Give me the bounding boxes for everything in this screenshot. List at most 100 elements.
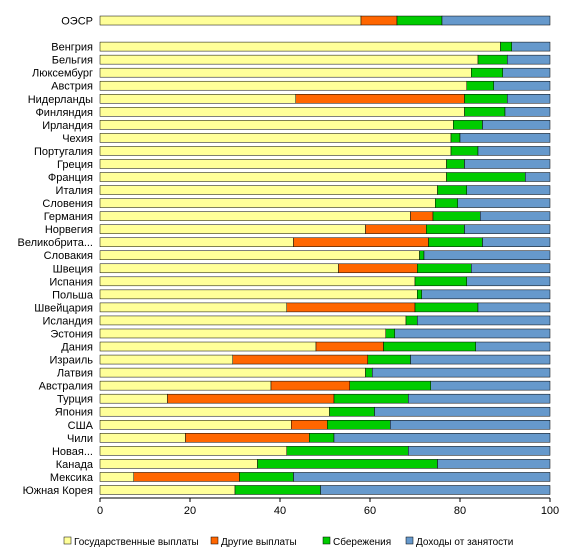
category-labels: ОЭСР ВенгрияБельгияЛюксембургАвстрияНидер… <box>18 16 94 497</box>
bar-segment <box>99 380 272 391</box>
category-label: США <box>68 420 94 432</box>
bar-segment <box>99 133 452 143</box>
bar-segment <box>466 185 551 195</box>
bar-segment <box>99 224 366 234</box>
bar-segment <box>437 459 551 469</box>
bar-segment <box>507 94 551 104</box>
legend-item: Государственные выплаты <box>63 536 199 548</box>
bar-segment <box>464 107 506 117</box>
legend-item: Доходы от занятости <box>405 536 513 548</box>
bar-segment <box>99 185 438 195</box>
bar-segment <box>466 276 551 287</box>
legend-swatch <box>210 536 219 545</box>
bar-segment <box>99 263 339 274</box>
bar-segment <box>414 302 479 313</box>
bar-segment <box>99 120 454 130</box>
legend-swatch <box>322 536 331 545</box>
bar-segment <box>502 67 551 78</box>
bar-segment <box>291 420 328 430</box>
category-label: Латвия <box>57 368 93 380</box>
category-label: Израиль <box>50 355 94 367</box>
bar-segment <box>99 406 330 417</box>
bar-segment <box>482 237 551 247</box>
category-label: Словения <box>42 198 93 210</box>
category-label: Южная Корея <box>23 485 93 497</box>
category-label: Чехия <box>62 133 93 145</box>
bar-segment <box>234 485 321 495</box>
bar-segment <box>315 341 384 352</box>
category-label: Польша <box>52 289 94 301</box>
bar-segment <box>99 420 292 430</box>
legend-item: Другие выплаты <box>210 536 297 548</box>
category-label: Бельгия <box>52 55 93 67</box>
bar-segment <box>99 485 236 495</box>
bar-segment <box>450 133 461 143</box>
bar-segment <box>349 380 431 391</box>
bar-segment <box>367 354 411 365</box>
bar-segment <box>408 446 551 456</box>
bar-segment <box>417 315 551 326</box>
bar-segment <box>417 263 472 274</box>
bar-segment <box>390 420 551 430</box>
bar-segment <box>457 198 551 208</box>
bar-segment <box>453 120 483 130</box>
bar-segment <box>99 80 467 91</box>
bar-segment <box>464 224 551 234</box>
category-label: Ирландия <box>42 120 93 132</box>
legend-swatch <box>63 536 72 545</box>
bar-segment <box>504 107 551 117</box>
bar-segment <box>286 302 416 313</box>
bar-segment <box>99 302 287 313</box>
bar-segment <box>414 276 467 287</box>
x-tick-label: 0 <box>97 505 103 517</box>
bar-segment <box>338 263 418 274</box>
bar-segment <box>257 459 438 469</box>
bar-segment <box>477 146 551 156</box>
legend-label: Сбережения <box>333 536 391 548</box>
bar-segment <box>410 354 551 365</box>
bar-segment <box>417 289 422 300</box>
bar-segment <box>450 146 479 156</box>
legend-label: Другие выплаты <box>221 537 297 548</box>
bar-segment <box>475 341 551 352</box>
legend: Государственные выплаты Другие выплаты Сбе… <box>63 536 513 548</box>
category-label: Испания <box>49 276 93 288</box>
bar-segment <box>99 41 501 52</box>
bar-segment <box>441 15 551 26</box>
legend-label: Государственные выплаты <box>74 537 199 548</box>
bar-segment <box>99 341 317 352</box>
bar-segment <box>374 406 551 417</box>
bar-segment <box>419 250 425 260</box>
bar-segment <box>365 367 373 378</box>
bar-segment <box>295 94 465 104</box>
category-label: Исландия <box>42 315 93 327</box>
bar-segment <box>99 159 447 169</box>
bar-segment <box>372 367 551 378</box>
category-label: Турция <box>57 394 93 406</box>
bar-segment <box>293 237 429 247</box>
bar-segment <box>466 80 494 91</box>
bar-segment <box>410 211 434 221</box>
x-tick-label: 20 <box>184 505 196 517</box>
bar-segment <box>133 472 240 482</box>
bar-segment <box>500 41 512 52</box>
bar-segment <box>99 433 186 443</box>
bar-segment <box>99 367 366 378</box>
bar-segment <box>99 354 233 365</box>
x-tick-label: 100 <box>541 505 559 517</box>
bar-segment <box>396 15 443 26</box>
bar-segment <box>185 433 310 443</box>
bar-segment <box>99 250 420 260</box>
x-axis: 0 20 40 60 80 100 <box>97 497 559 517</box>
bar-segment <box>493 80 551 91</box>
bar-segment <box>99 107 465 117</box>
x-tick-label: 60 <box>364 505 376 517</box>
bar-segment <box>430 380 551 391</box>
legend-label: Доходы от занятости <box>416 537 513 548</box>
bar-segment <box>471 263 551 274</box>
category-label: Нидерланды <box>28 94 93 106</box>
bar-segment <box>99 15 362 26</box>
bar-segment <box>99 472 134 482</box>
bar-segment <box>286 446 409 456</box>
